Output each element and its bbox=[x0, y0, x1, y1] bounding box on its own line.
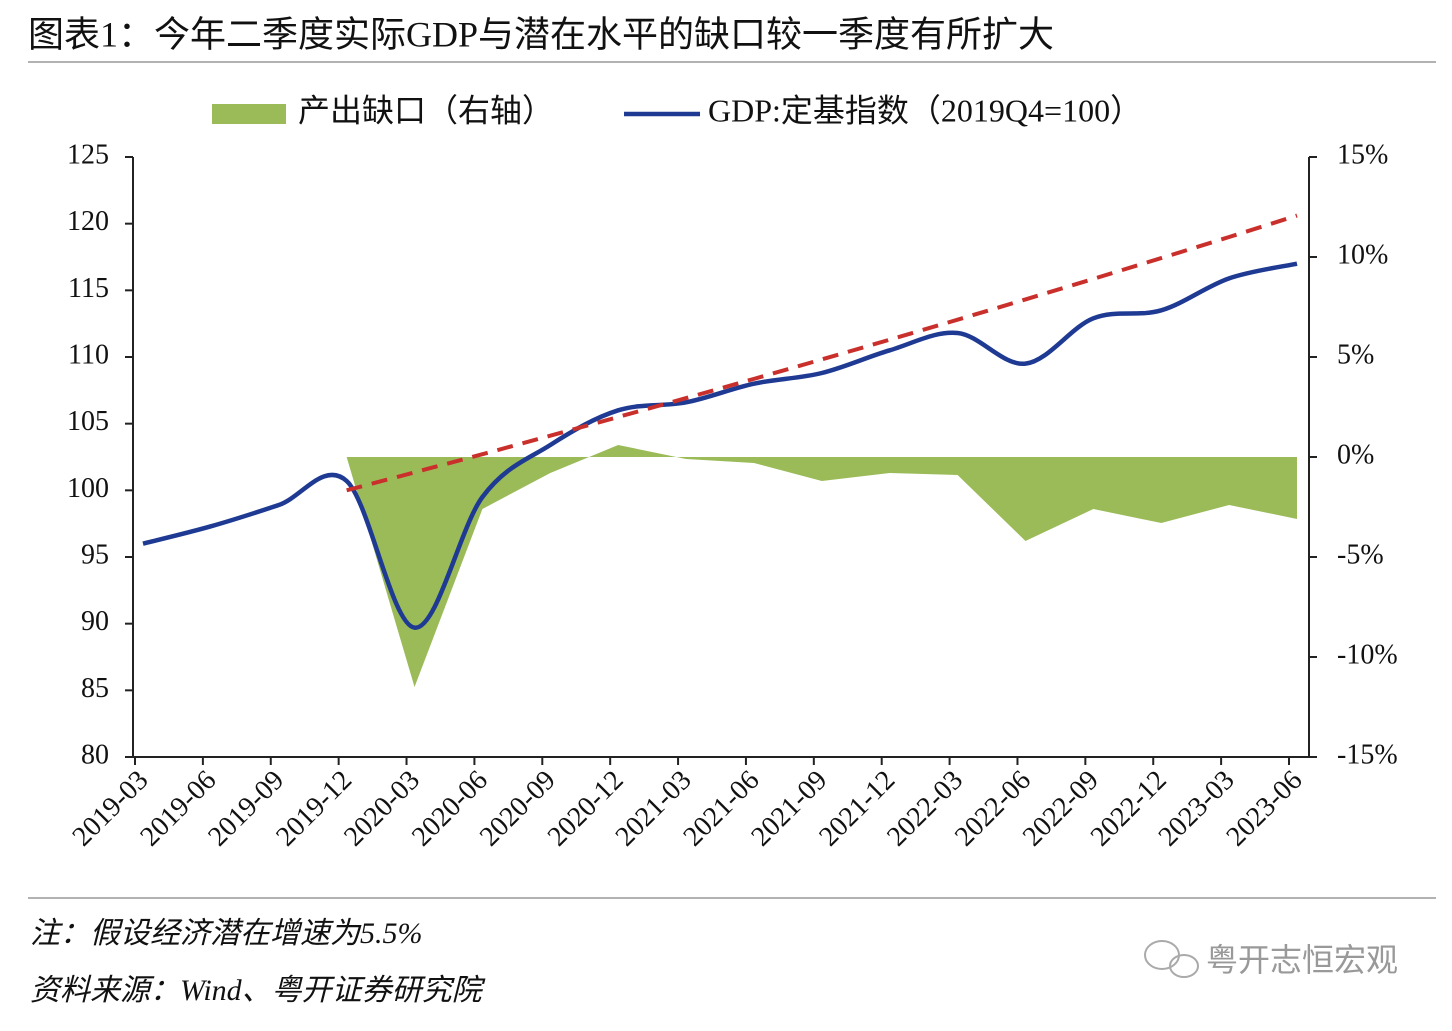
y-tick-label: 100 bbox=[67, 473, 109, 504]
y-tick-label: 125 bbox=[67, 139, 109, 170]
y2-tick-label: 10% bbox=[1337, 239, 1388, 270]
gdp-line bbox=[142, 261, 1298, 630]
x-tick-label: 2022-06 bbox=[949, 765, 1037, 853]
x-tick-label: 2023-06 bbox=[1221, 765, 1309, 853]
y2-tick-label: -15% bbox=[1337, 739, 1398, 770]
watermark: 粤开志恒宏观 bbox=[1206, 941, 1398, 979]
x-tick-label: 2019-06 bbox=[134, 765, 222, 853]
x-tick-label: 2020-06 bbox=[406, 765, 494, 853]
x-tick-label: 2020-03 bbox=[338, 765, 426, 853]
legend-label: GDP:定基指数（2019Q4=100） bbox=[708, 92, 1142, 128]
gap-area bbox=[346, 445, 1297, 687]
y2-tick-label: -10% bbox=[1337, 639, 1398, 670]
y2-tick-label: 15% bbox=[1337, 139, 1388, 170]
x-tick-label: 2019-12 bbox=[270, 765, 358, 853]
y-tick-label: 120 bbox=[67, 206, 109, 237]
note: 注：假设经济潜在增速为5.5% bbox=[30, 917, 423, 950]
x-tick-label: 2021-09 bbox=[745, 765, 833, 853]
y2-tick-label: 0% bbox=[1337, 439, 1374, 470]
y-tick-label: 80 bbox=[81, 739, 109, 770]
y2-tick-label: -5% bbox=[1337, 539, 1384, 570]
x-tick-label: 2020-12 bbox=[542, 765, 630, 853]
x-tick-label: 2021-12 bbox=[813, 765, 901, 853]
watermark-icon bbox=[1144, 940, 1199, 978]
y2-tick-label: 5% bbox=[1337, 339, 1374, 370]
legend-swatch bbox=[212, 104, 286, 124]
y-tick-label: 85 bbox=[81, 673, 109, 704]
x-tick-label: 2022-12 bbox=[1085, 765, 1173, 853]
x-tick-label: 2021-06 bbox=[678, 765, 766, 853]
y-tick-label: 115 bbox=[68, 273, 109, 304]
x-tick-label: 2019-03 bbox=[67, 765, 155, 853]
y-tick-label: 105 bbox=[67, 406, 109, 437]
x-tick-label: 2021-03 bbox=[610, 765, 698, 853]
potential-line bbox=[346, 213, 1298, 493]
x-tick-label: 2019-09 bbox=[202, 765, 290, 853]
x-tick-label: 2023-03 bbox=[1153, 765, 1241, 853]
x-tick-label: 2022-09 bbox=[1017, 765, 1105, 853]
y-tick-label: 95 bbox=[81, 539, 109, 570]
source: 资料来源：Wind、粤开证券研究院 bbox=[30, 974, 486, 1007]
chart-title: 图表1：今年二季度实际GDP与潜在水平的缺口较一季度有所扩大 bbox=[28, 14, 1054, 54]
legend-label: 产出缺口（右轴） bbox=[298, 92, 554, 128]
y-tick-label: 110 bbox=[68, 339, 109, 370]
x-tick-label: 2020-09 bbox=[474, 765, 562, 853]
y-tick-label: 90 bbox=[81, 606, 109, 637]
x-tick-label: 2022-03 bbox=[881, 765, 969, 853]
